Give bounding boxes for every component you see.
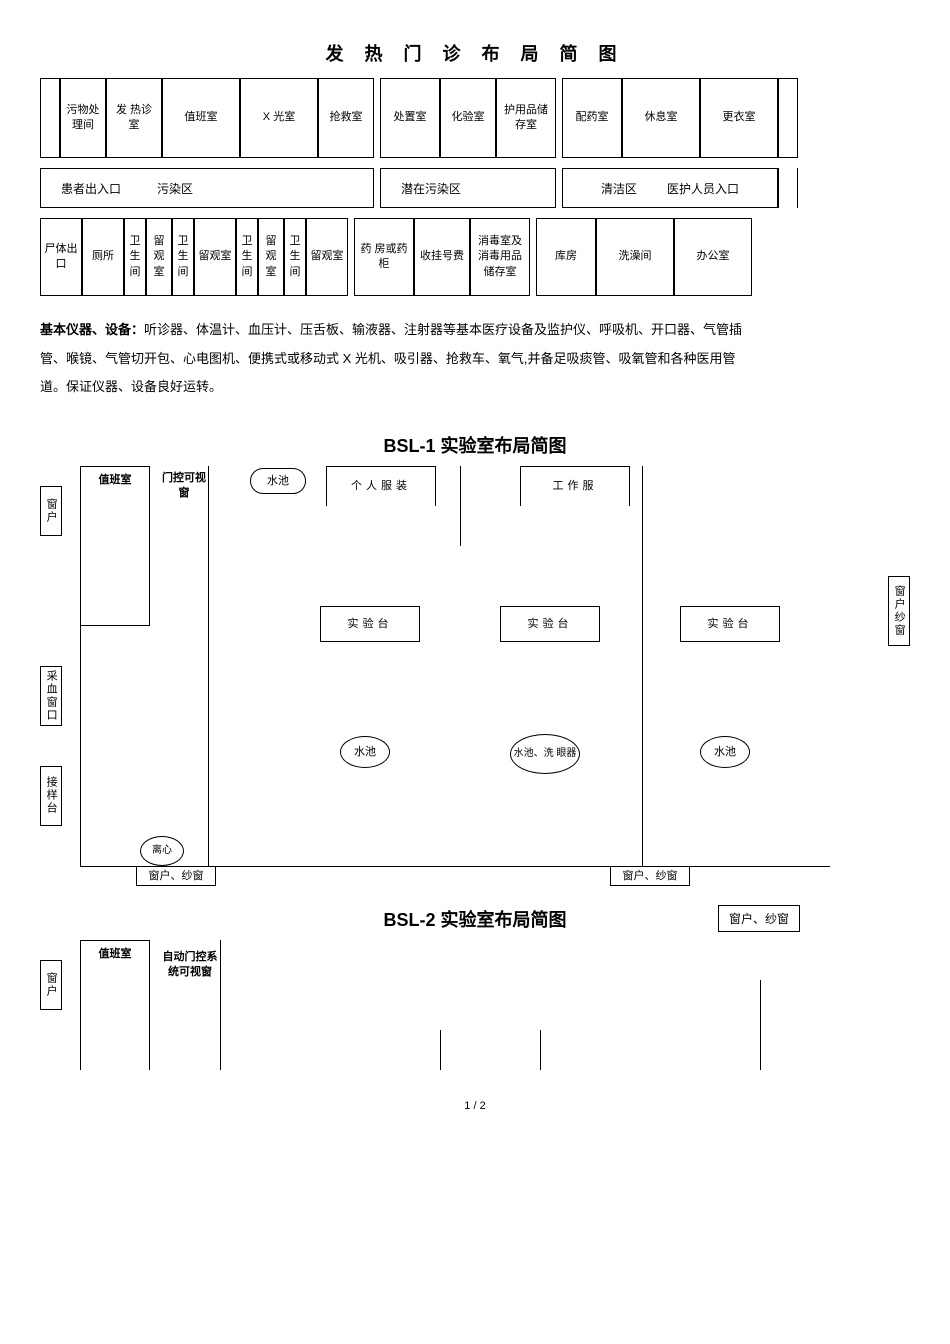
- bsl2-title: BSL-2 实验室布局简图: [383, 906, 566, 932]
- zone-label: 潜在污染区: [401, 180, 461, 197]
- room: 抢救室: [318, 78, 374, 158]
- clinic-slim: [778, 78, 798, 158]
- divider: [440, 1030, 441, 1070]
- zone-label: 污染区: [157, 180, 193, 197]
- window-label: 窗户: [40, 960, 62, 1010]
- zone-contaminated: 患者出入口 污染区: [40, 168, 374, 208]
- window-label: 窗户: [40, 486, 62, 536]
- sink: 水池: [340, 736, 390, 768]
- room: 厕所: [82, 218, 124, 296]
- room: 药 房或药柜: [354, 218, 414, 296]
- bench: 实验台: [320, 606, 420, 642]
- divider: [540, 1030, 541, 1070]
- zone-slim: [778, 168, 798, 208]
- divider: [220, 940, 221, 1070]
- outline: [80, 866, 830, 867]
- centrifuge: 离心: [140, 836, 184, 866]
- window-screen-bottom: 窗户、纱窗: [610, 866, 690, 886]
- zone-label: 患者出入口: [61, 180, 121, 197]
- clinic-diagram: 污物处理间 发 热诊 室 值班室 X 光室 抢救室 处置室 化验室 护用品储存室…: [40, 78, 910, 296]
- bsl2-diagram: 窗户 值班室 自动门控系统可视窗: [40, 940, 910, 1070]
- room: 办公室: [674, 218, 752, 296]
- zone-potential: 潜在污染区: [380, 168, 556, 208]
- divider: [460, 466, 461, 546]
- para-line2: 管、喉镜、气管切开包、心电图机、便携式或移动式 X 光机、吸引器、抢救车、氧气,…: [40, 351, 736, 366]
- clinic-title: 发 热 门 诊 布 局 简 图: [40, 40, 910, 66]
- room: 库房: [536, 218, 596, 296]
- divider: [208, 466, 209, 866]
- room: 收挂号费: [414, 218, 470, 296]
- door-control: 门控可视窗: [160, 466, 208, 506]
- bsl2-title-wrap: BSL-2 实验室布局简图 窗户、纱窗: [40, 906, 910, 932]
- bsl1-title: BSL-1 实验室布局简图: [40, 432, 910, 458]
- room: 值班室: [162, 78, 240, 158]
- divider: [760, 980, 761, 1070]
- autodoor: 自动门控系统可视窗: [160, 940, 220, 990]
- room: 配药室: [562, 78, 622, 158]
- window-screen-bottom: 窗户、纱窗: [136, 866, 216, 886]
- room: 尸体出口: [40, 218, 82, 296]
- duty-room: 值班室: [80, 466, 150, 626]
- room: 护用品储存室: [496, 78, 556, 158]
- clothing: 个人服装: [326, 466, 436, 506]
- para-bold: 基本仪器、设备：: [40, 322, 144, 337]
- room: 化验室: [440, 78, 496, 158]
- room: 污物处理间: [60, 78, 106, 158]
- blood-window: 采血窗口: [40, 666, 62, 726]
- outline: [80, 626, 81, 866]
- sink: 水池: [700, 736, 750, 768]
- room: 卫生间: [172, 218, 194, 296]
- room: 消毒室及消毒用品储存室: [470, 218, 530, 296]
- page-footer: 1 / 2: [40, 1100, 910, 1112]
- room: 留观室: [194, 218, 236, 296]
- equipment-paragraph: 基本仪器、设备：听诊器、体温计、血压计、压舌板、输液器、注射器等基本医疗设备及监…: [40, 316, 910, 402]
- clinic-slim: [40, 78, 60, 158]
- zone-label: 医护人员入口: [667, 180, 739, 197]
- room: 留观室: [258, 218, 284, 296]
- room: 发 热诊 室: [106, 78, 162, 158]
- room: 卫生间: [124, 218, 146, 296]
- para-line1: 听诊器、体温计、血压计、压舌板、输液器、注射器等基本医疗设备及监护仪、呼吸机、开…: [144, 322, 742, 337]
- room: 留观室: [306, 218, 348, 296]
- room: 卫生间: [236, 218, 258, 296]
- room: 处置室: [380, 78, 440, 158]
- zone-label: 清洁区: [601, 180, 637, 197]
- room: 卫生间: [284, 218, 306, 296]
- sample-table: 接样台: [40, 766, 62, 826]
- room: 留观室: [146, 218, 172, 296]
- bench: 实验台: [680, 606, 780, 642]
- window-screen: 窗户纱窗: [888, 576, 910, 646]
- duty-room: 值班室: [80, 940, 150, 1070]
- room: X 光室: [240, 78, 318, 158]
- bsl1-diagram: 窗户 值班室 门控可视窗 水池 个人服装 工作服 实验台 实验台 实验台 水池 …: [40, 466, 910, 886]
- divider: [642, 466, 643, 866]
- room: 更衣室: [700, 78, 778, 158]
- para-line3: 道。保证仪器、设备良好运转。: [40, 379, 222, 394]
- bsl2-side-label: 窗户、纱窗: [718, 905, 800, 932]
- room: 洗澡间: [596, 218, 674, 296]
- room: 休息室: [622, 78, 700, 158]
- sink-eyewash: 水池、洗 眼器: [510, 734, 580, 774]
- zone-clean: 清洁区 医护人员入口: [562, 168, 778, 208]
- bench: 实验台: [500, 606, 600, 642]
- sink: 水池: [250, 468, 306, 494]
- workwear: 工作服: [520, 466, 630, 506]
